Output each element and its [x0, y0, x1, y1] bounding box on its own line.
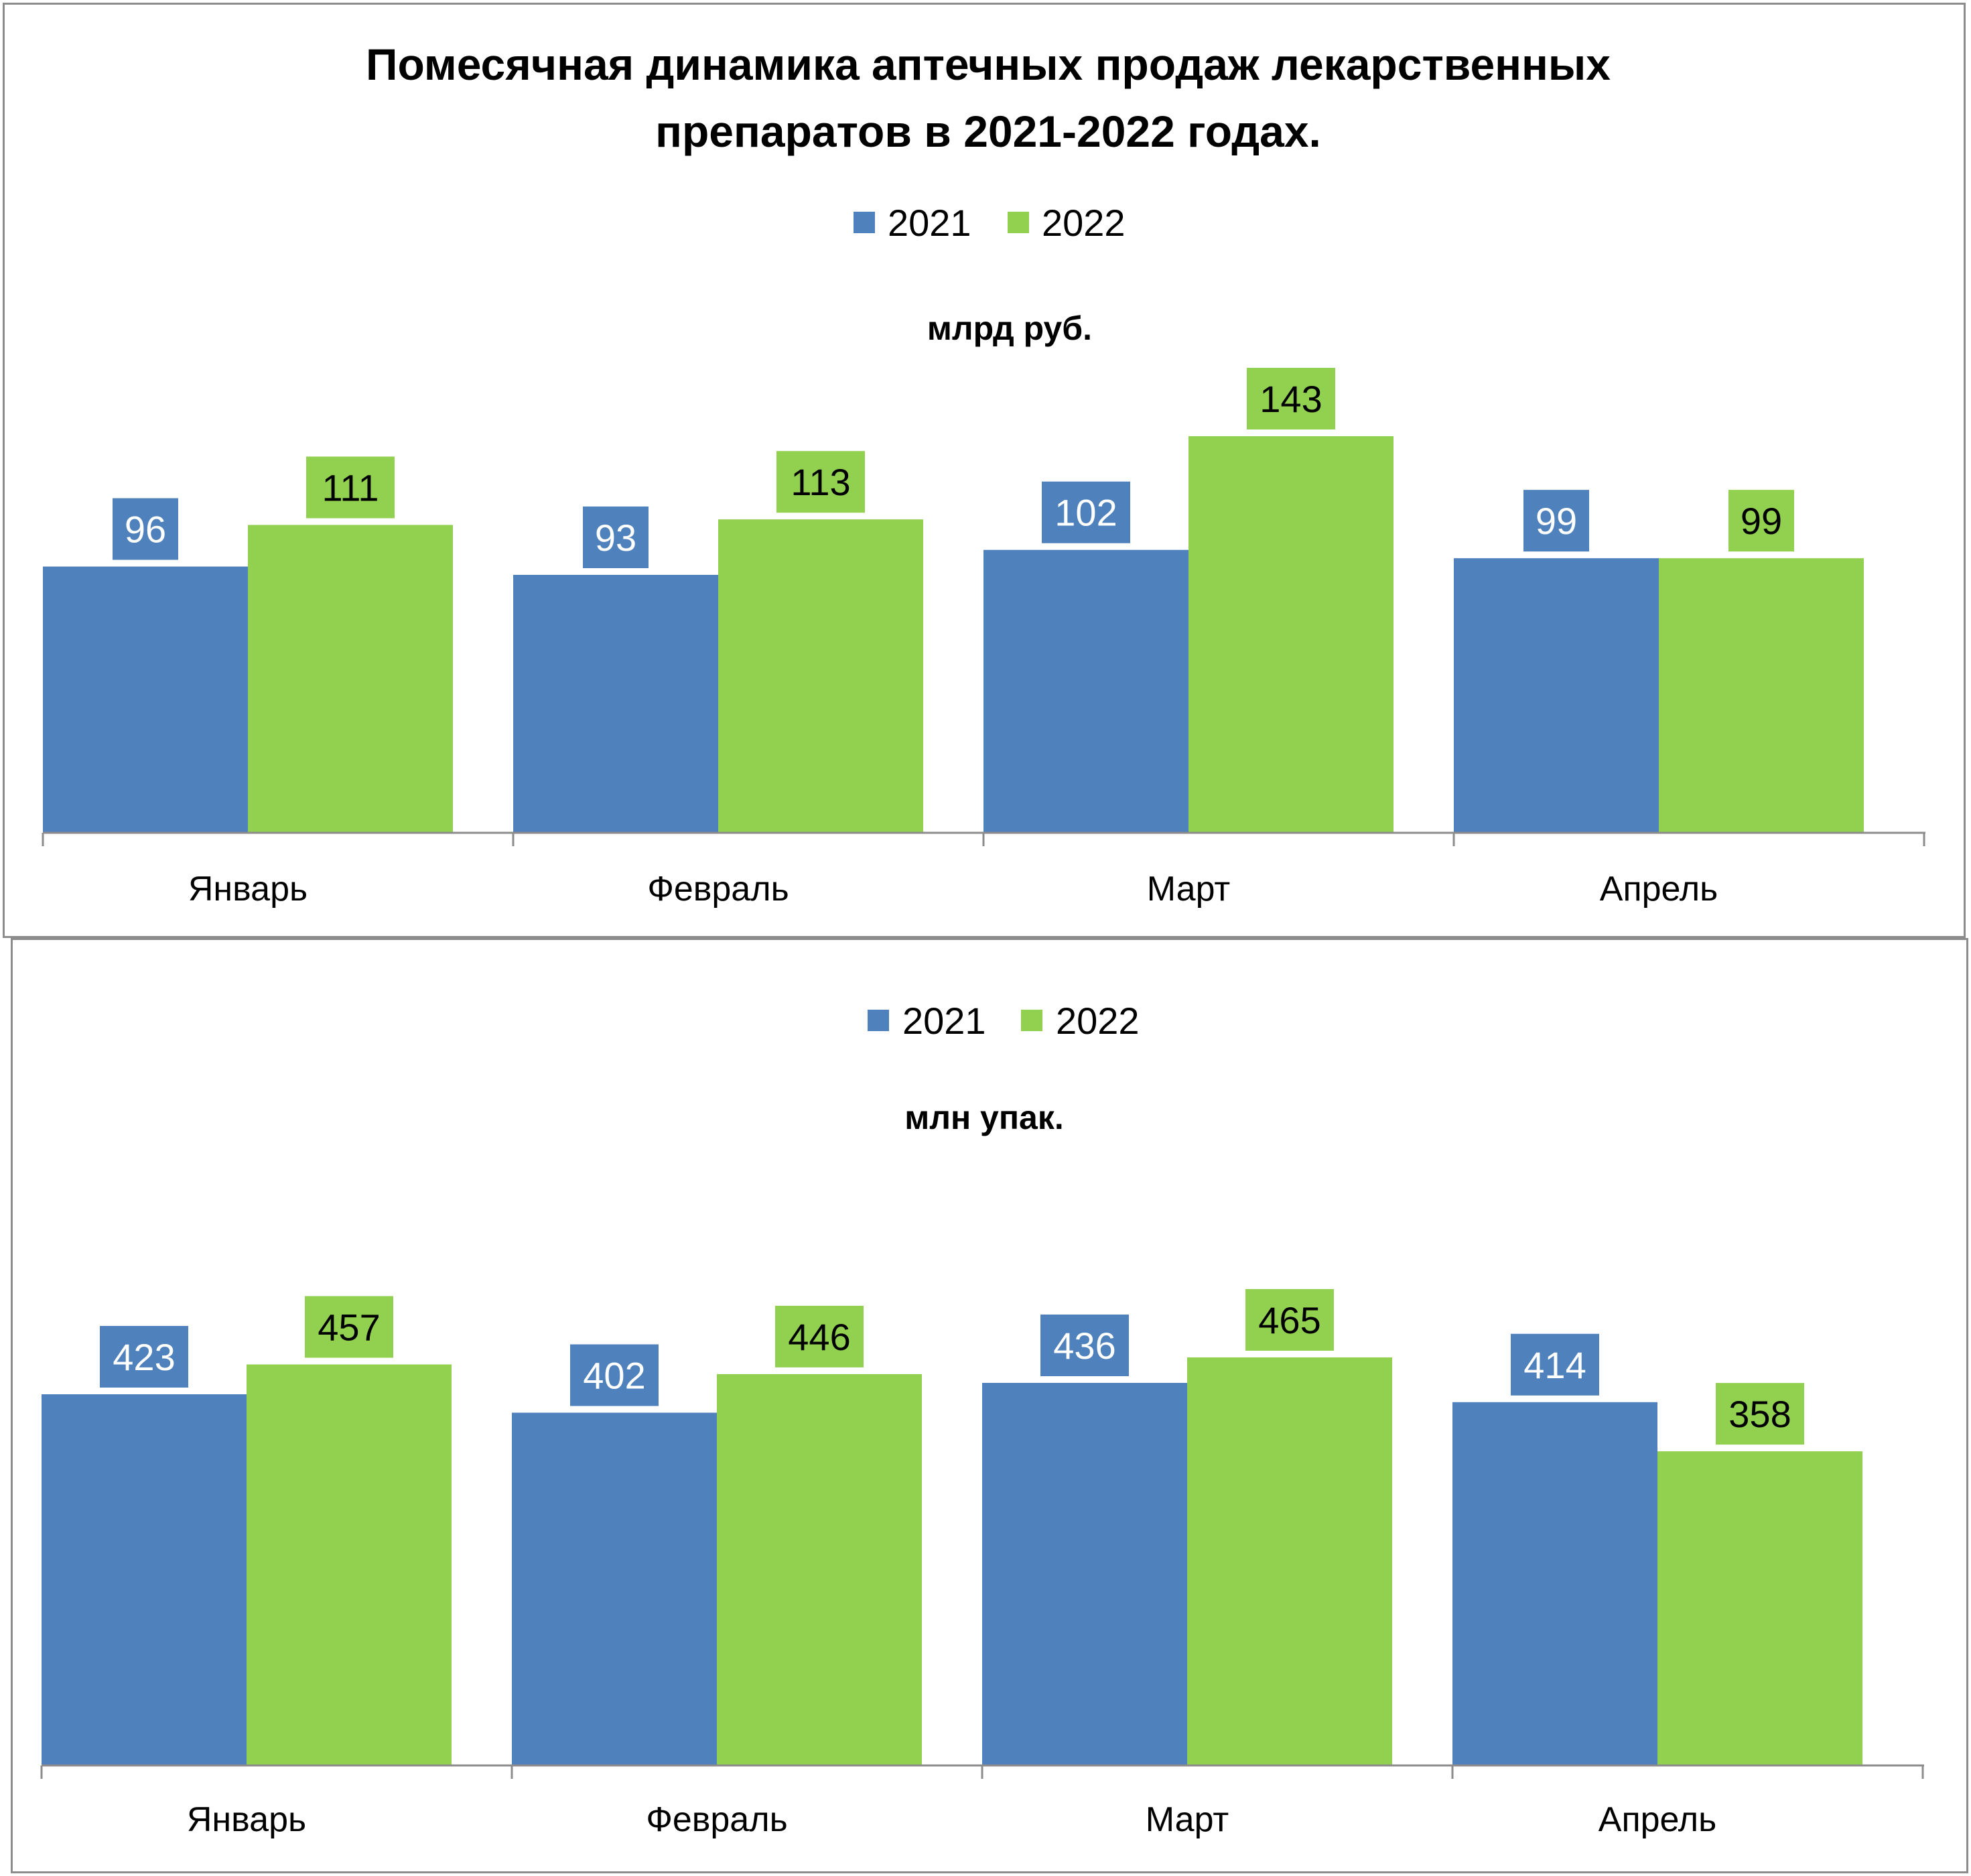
bar-2021-0 — [43, 566, 248, 833]
chart-subtitle-unit: млрд руб. — [927, 310, 1092, 347]
x-tick-label-2: Март — [1147, 870, 1230, 909]
chart-title-line2: препаратов в 2021-2022 годах. — [655, 107, 1321, 156]
bar-2021-1 — [513, 574, 718, 833]
data-label-2021-0: 96 — [125, 509, 166, 551]
bar-2022-2 — [1188, 436, 1394, 833]
legend-label-2021: 2021 — [902, 1000, 986, 1042]
data-label-2022-2: 465 — [1258, 1299, 1320, 1341]
data-label-2022-1: 113 — [791, 461, 850, 503]
chart-packs-svg: 2021 2022 млн упак. 423 457 Январь 402 446 Фе… — [40, 1000, 1924, 1839]
plot-area: 423 457 Январь 402 446 Февраль 436 465 Март 414 35… — [40, 1289, 1924, 1839]
data-label-2021-0: 423 — [113, 1336, 175, 1378]
data-label-box-2021-3 — [1511, 1333, 1599, 1396]
data-label-box-2022-2 — [1245, 1289, 1334, 1351]
bar-2022-1 — [717, 1374, 922, 1765]
bar-2021-3 — [1454, 558, 1659, 833]
legend-label-2021: 2021 — [888, 202, 971, 244]
chart-subtitle-unit: млн упак. — [904, 1099, 1064, 1136]
bar-2021-2 — [982, 1382, 1187, 1765]
data-label-2022-3: 358 — [1728, 1393, 1791, 1435]
bar-2022-3 — [1657, 1451, 1862, 1765]
data-label-box-2021-0 — [100, 1326, 188, 1388]
data-label-2021-2: 436 — [1053, 1325, 1115, 1367]
chart-title-line1: Помесячная динамика аптечных продаж лека… — [366, 40, 1611, 89]
bar-2022-2 — [1187, 1357, 1392, 1765]
data-label-box-2022-1 — [776, 451, 865, 513]
bar-2022-0 — [248, 525, 453, 833]
data-label-2021-3: 414 — [1523, 1344, 1586, 1386]
data-label-box-2021-2 — [1042, 481, 1130, 543]
bar-2022-1 — [718, 519, 923, 833]
legend: 2021 2022 — [868, 1000, 1140, 1042]
data-label-box-2021-1 — [570, 1344, 659, 1406]
x-tick-label-3: Апрель — [1600, 870, 1718, 909]
bar-2021-3 — [1452, 1402, 1657, 1765]
x-tick-label-2: Март — [1146, 1800, 1229, 1839]
data-label-2021-1: 402 — [583, 1355, 645, 1397]
data-label-box-2022-3 — [1716, 1383, 1804, 1445]
legend-swatch-2022 — [1008, 212, 1029, 233]
legend-swatch-2021 — [854, 212, 875, 233]
data-label-box-2022-0 — [306, 456, 395, 519]
data-label-box-2022-3 — [1728, 490, 1794, 552]
x-tick-label-3: Апрель — [1599, 1800, 1716, 1839]
data-label-2022-0: 111 — [322, 466, 379, 509]
x-tick-label-0: Январь — [187, 1800, 306, 1839]
plot-area: 96 111 Январь 93 113 Февраль 102 143 Март 99 99 Апр… — [42, 368, 1925, 909]
x-tick-label-1: Февраль — [646, 1800, 787, 1839]
data-label-2022-1: 446 — [788, 1316, 850, 1358]
bar-2021-1 — [512, 1412, 717, 1765]
chart-panel-sales-rub: Помесячная динамика аптечных продаж лека… — [3, 3, 1966, 938]
data-label-2021-2: 102 — [1055, 492, 1117, 534]
bar-2022-3 — [1659, 558, 1864, 833]
legend-label-2022: 2022 — [1056, 1000, 1140, 1042]
data-label-box-2021-1 — [583, 506, 649, 568]
bar-2022-0 — [247, 1364, 452, 1765]
data-label-box-2021-0 — [113, 498, 178, 560]
data-label-2022-3: 99 — [1741, 500, 1782, 542]
legend-swatch-2021 — [868, 1010, 889, 1031]
data-label-box-2022-1 — [775, 1305, 864, 1367]
x-tick-label-0: Январь — [188, 870, 308, 909]
data-label-box-2022-0 — [305, 1296, 393, 1358]
data-label-2021-3: 99 — [1536, 500, 1577, 542]
data-label-2022-0: 457 — [318, 1306, 380, 1348]
data-label-2021-1: 93 — [595, 517, 636, 559]
legend-label-2022: 2022 — [1042, 202, 1126, 244]
chart-panel-sales-packs: 2021 2022 млн упак. 423 457 Январь 402 446 Фе… — [11, 938, 1968, 1873]
data-label-box-2021-2 — [1040, 1314, 1129, 1376]
chart-rub-svg: Помесячная динамика аптечных продаж лека… — [42, 40, 1925, 909]
bar-2021-0 — [42, 1394, 247, 1765]
data-label-box-2021-3 — [1523, 490, 1589, 552]
legend-swatch-2022 — [1021, 1010, 1042, 1031]
bar-2021-2 — [983, 549, 1188, 833]
data-label-2022-2: 143 — [1260, 378, 1322, 420]
data-label-box-2022-2 — [1247, 368, 1335, 429]
legend: 2021 2022 — [854, 202, 1126, 244]
x-tick-label-1: Февраль — [647, 870, 789, 909]
